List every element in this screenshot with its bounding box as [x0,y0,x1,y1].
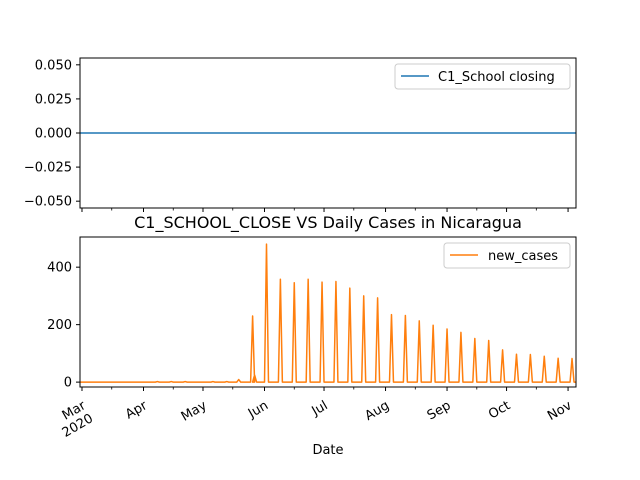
bottom-series [80,243,576,383]
bottom-y-ticks: 400 200 0 [47,261,80,391]
top-y-tick-label: 0.050 [35,58,72,73]
top-axes-frame [79,57,577,209]
top-y-tick-label: 0.000 [35,127,72,142]
bottom-legend: new_cases [443,242,571,269]
top-legend: C1_School closing [394,63,571,90]
bottom-y-tick-label: 0 [64,376,72,391]
bottom-y-tick-label: 200 [47,318,72,333]
top-y-ticks: 0.050 0.025 0.000 −0.025 −0.050 [24,58,80,210]
bottom-y-tick-label: 400 [47,261,72,276]
bottom-subplot: C1_SCHOOL_CLOSE VS Daily Cases in Nicara… [47,213,577,458]
bottom-x-tick-label: Jul [309,398,331,419]
top-legend-box [394,63,571,90]
top-y-tick-label: −0.025 [24,161,72,176]
top-y-tick-label: 0.025 [35,92,72,107]
top-y-tick-label: −0.050 [24,195,72,210]
top-legend-label: C1_School closing [438,70,555,85]
x-axis-label: Date [312,443,343,458]
top-subplot: 0.050 0.025 0.000 −0.025 −0.050 C1_School cl… [24,57,577,212]
bottom-legend-box [443,242,571,269]
bottom-legend-label: new_cases [488,249,558,264]
chart-title: C1_SCHOOL_CLOSE VS Daily Cases in Nicara… [134,213,522,233]
bottom-axes-frame [79,236,577,388]
x-tick-label-line: Jul [309,398,331,419]
